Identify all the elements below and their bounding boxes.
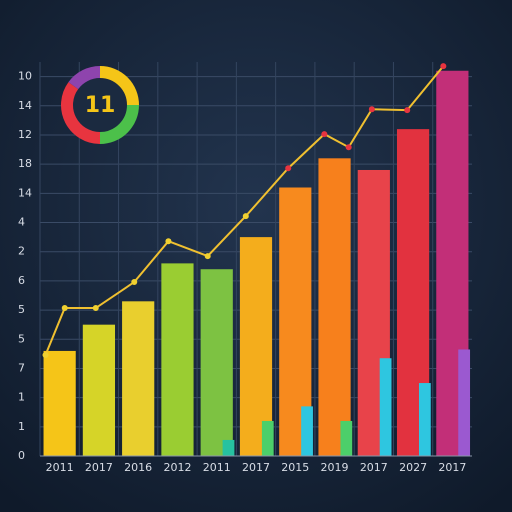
- y-tick-label: 10: [18, 70, 32, 83]
- y-tick-label: 18: [18, 157, 32, 170]
- y-tick-label: 14: [18, 186, 32, 199]
- y-tick-label: 2: [18, 245, 25, 258]
- trend-point: [165, 238, 172, 245]
- trend-point: [204, 253, 211, 260]
- secondary-bar: [301, 406, 313, 456]
- y-tick-label: 7: [18, 361, 25, 374]
- x-tick-label: 2016: [124, 461, 152, 474]
- y-tick-label: 4: [18, 216, 25, 229]
- secondary-bar: [340, 420, 353, 456]
- y-tick-label: 5: [18, 303, 25, 316]
- secondary-bar: [458, 349, 471, 456]
- trend-point: [404, 107, 411, 114]
- secondary-bar: [261, 420, 274, 456]
- trend-point: [92, 305, 99, 312]
- trend-point: [242, 213, 249, 220]
- y-tick-label: 14: [18, 99, 32, 112]
- y-tick-label: 12: [18, 128, 32, 141]
- y-tick-label: 5: [18, 332, 25, 345]
- x-tick-label: 2019: [321, 461, 349, 474]
- trend-point: [61, 305, 68, 312]
- x-tick-label: 2017: [85, 461, 113, 474]
- x-tick-label: 2011: [203, 461, 231, 474]
- donut-segment: [99, 104, 139, 144]
- y-tick-label: 0: [18, 449, 25, 462]
- bar: [161, 263, 194, 456]
- y-tick-label: 1: [18, 420, 25, 433]
- trend-point: [42, 352, 49, 359]
- secondary-bar: [379, 358, 392, 456]
- trend-point: [440, 63, 447, 70]
- trend-point: [321, 131, 328, 138]
- trend-point: [345, 144, 352, 151]
- trend-point: [368, 106, 375, 113]
- donut-segment: [61, 82, 101, 144]
- x-tick-label: 2017: [438, 461, 466, 474]
- bar: [43, 350, 76, 456]
- x-tick-label: 2017: [360, 461, 388, 474]
- bar: [82, 324, 116, 456]
- donut-label: 11: [85, 93, 116, 118]
- donut-center: [73, 78, 127, 132]
- y-tick-label: 1: [18, 391, 25, 404]
- x-tick-label: 2015: [281, 461, 309, 474]
- trend-point: [285, 165, 292, 172]
- x-tick-label: 2017: [242, 461, 270, 474]
- trend-point: [131, 279, 138, 286]
- y-tick-label: 6: [18, 274, 25, 287]
- x-tick-label: 2027: [399, 461, 427, 474]
- bar: [122, 301, 155, 456]
- secondary-bar: [418, 383, 431, 456]
- secondary-bar: [222, 439, 235, 456]
- x-tick-label: 2012: [163, 461, 191, 474]
- bar: [200, 269, 233, 456]
- donut-segment: [99, 66, 139, 106]
- bar: [239, 237, 273, 456]
- donut-segment: [68, 66, 101, 90]
- bar: [318, 158, 351, 457]
- x-tick-label: 2011: [46, 461, 74, 474]
